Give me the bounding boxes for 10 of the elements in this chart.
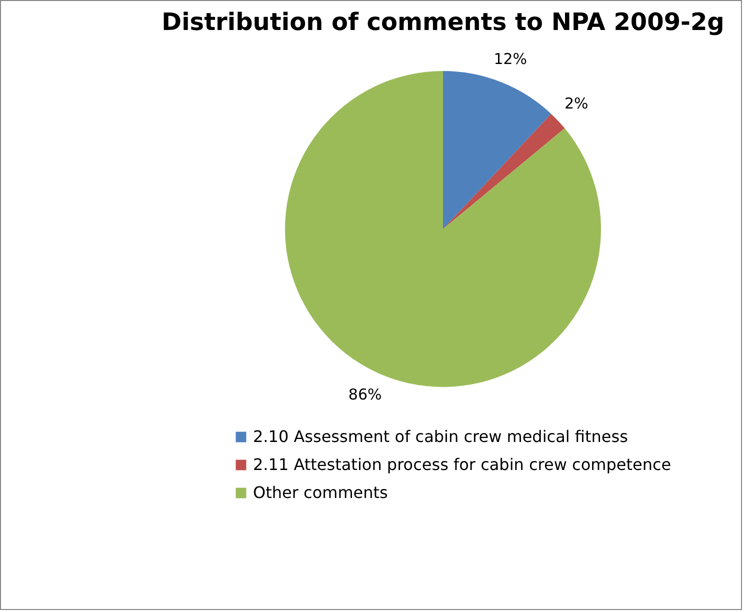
pie-slice xyxy=(443,114,565,229)
legend-label: 2.10 Assessment of cabin crew medical fitness xyxy=(253,427,628,446)
legend-label: Other comments xyxy=(253,483,388,502)
legend-label: 2.11 Attestation process for cabin crew competence xyxy=(253,455,672,474)
data-label: 86% xyxy=(348,386,382,404)
pie-slice xyxy=(285,71,601,387)
chart-title: Distribution of comments to NPA 2009-2g xyxy=(162,8,724,36)
pie-slice xyxy=(443,71,552,229)
data-label: 2% xyxy=(564,94,588,113)
data-label: 12% xyxy=(494,50,528,68)
